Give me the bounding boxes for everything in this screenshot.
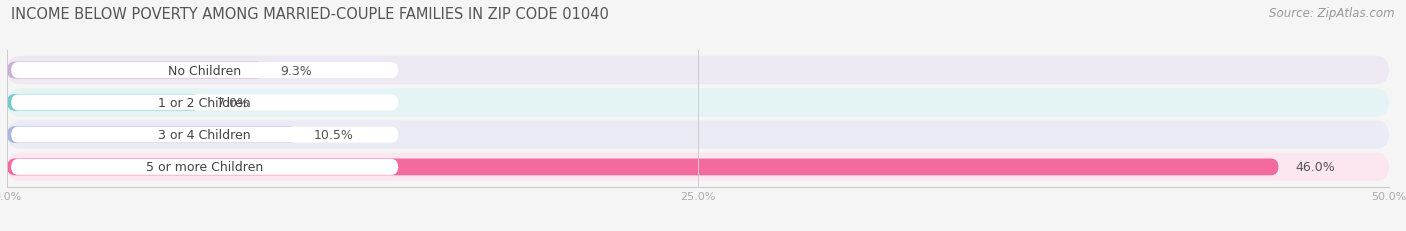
FancyBboxPatch shape — [7, 89, 1389, 117]
FancyBboxPatch shape — [11, 63, 398, 79]
Text: INCOME BELOW POVERTY AMONG MARRIED-COUPLE FAMILIES IN ZIP CODE 01040: INCOME BELOW POVERTY AMONG MARRIED-COUPL… — [11, 7, 609, 22]
Text: No Children: No Children — [169, 64, 242, 77]
Text: 7.0%: 7.0% — [217, 96, 249, 109]
Text: 1 or 2 Children: 1 or 2 Children — [159, 96, 252, 109]
FancyBboxPatch shape — [11, 95, 398, 111]
FancyBboxPatch shape — [7, 94, 201, 111]
Text: 5 or more Children: 5 or more Children — [146, 161, 263, 174]
FancyBboxPatch shape — [11, 127, 398, 143]
Text: 10.5%: 10.5% — [314, 129, 354, 142]
Text: Source: ZipAtlas.com: Source: ZipAtlas.com — [1270, 7, 1395, 20]
FancyBboxPatch shape — [7, 121, 1389, 149]
Text: 9.3%: 9.3% — [281, 64, 312, 77]
Text: 3 or 4 Children: 3 or 4 Children — [159, 129, 252, 142]
FancyBboxPatch shape — [7, 127, 297, 143]
Text: 46.0%: 46.0% — [1295, 161, 1334, 174]
FancyBboxPatch shape — [7, 57, 1389, 85]
FancyBboxPatch shape — [7, 62, 264, 79]
FancyBboxPatch shape — [7, 159, 1278, 176]
FancyBboxPatch shape — [7, 153, 1389, 181]
FancyBboxPatch shape — [11, 159, 398, 175]
